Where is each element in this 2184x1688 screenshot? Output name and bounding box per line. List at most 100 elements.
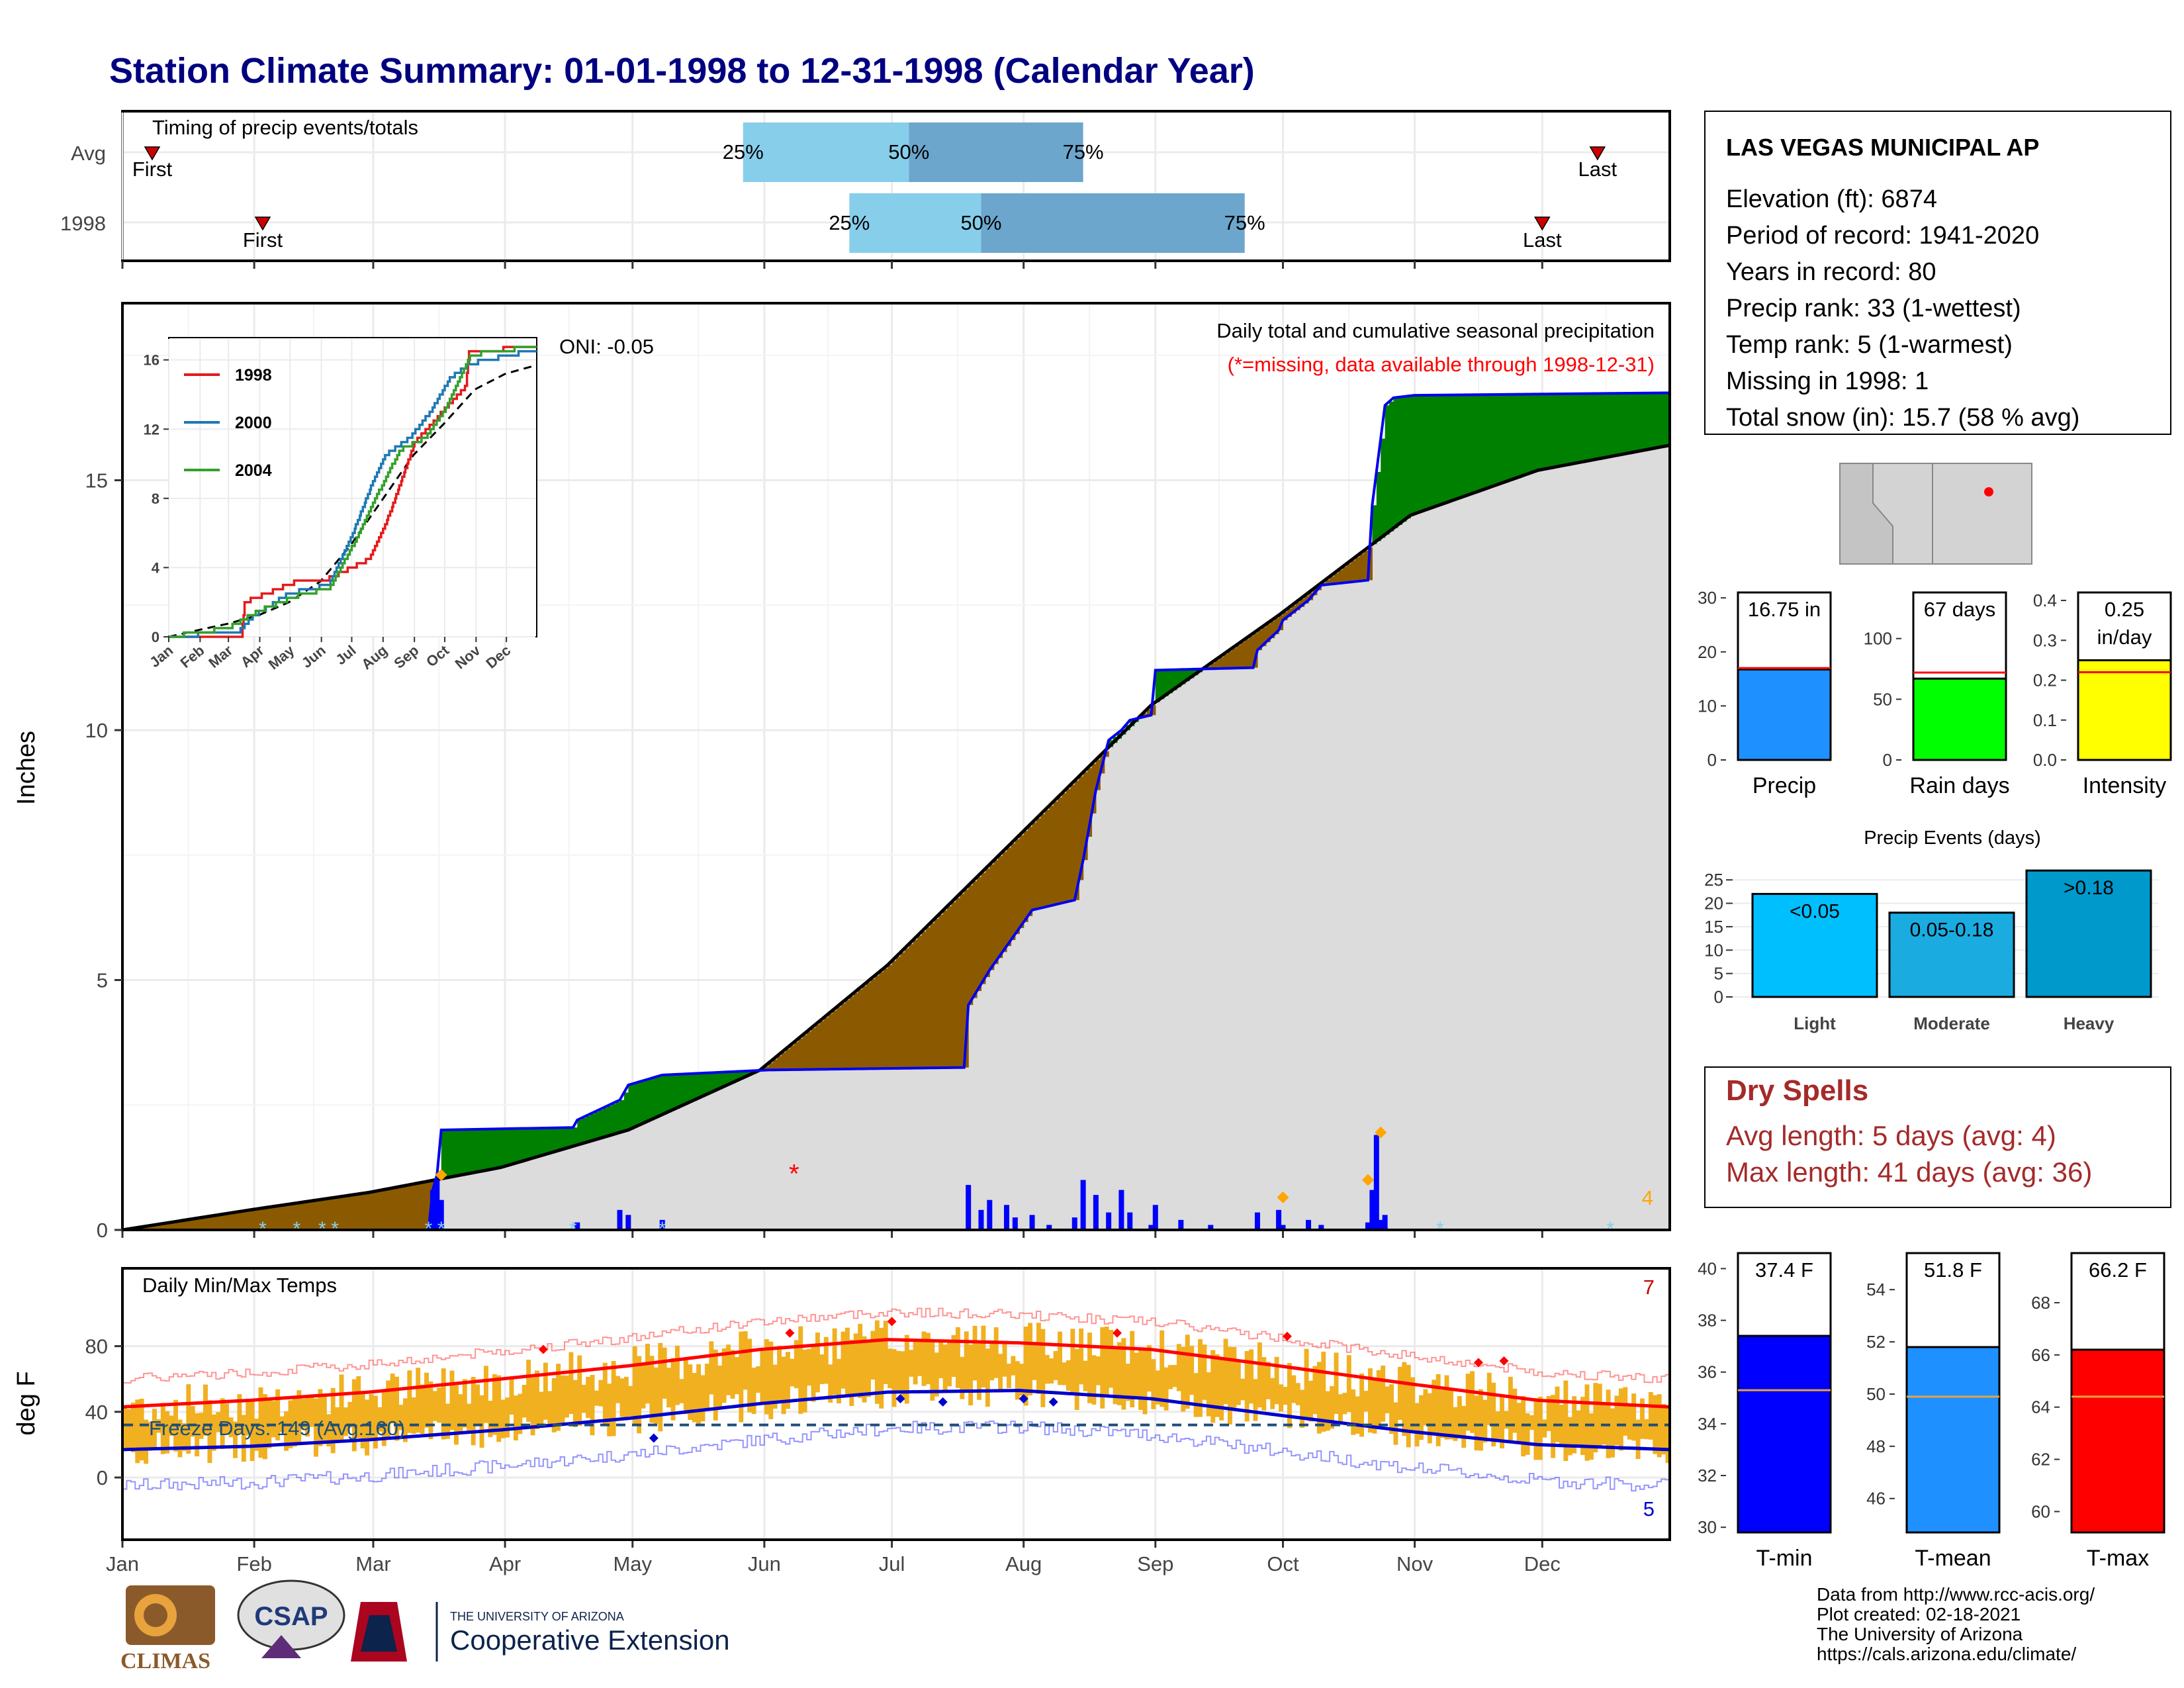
record-high-marker [1282, 1331, 1292, 1341]
summary-bar-tick-label: 46 [1866, 1489, 1886, 1509]
daily-temp-bar [526, 1360, 531, 1423]
temp-label: Daily Min/Max Temps [142, 1274, 337, 1297]
deficit-area [144, 1226, 149, 1230]
daily-temp-bar [768, 1341, 774, 1419]
daily-temp-bar [437, 1387, 442, 1423]
daily-temp-bar [139, 1398, 144, 1461]
daily-temp-bar [951, 1335, 956, 1378]
event-marker [1361, 1174, 1374, 1186]
daily-temp-bar [1134, 1352, 1139, 1397]
oni-label: ONI: -0.05 [559, 335, 654, 358]
deficit-area [985, 868, 990, 977]
daily-temp-bar [730, 1350, 735, 1399]
daily-temp-bar [743, 1331, 748, 1390]
daily-temp-bar [390, 1373, 395, 1424]
snow-day-marker: * [425, 1218, 433, 1240]
daily-temp-bar [1389, 1384, 1394, 1434]
daily-temp-bar [569, 1352, 574, 1415]
daily-temp-bar [1163, 1367, 1169, 1411]
main-ytick-label: 15 [85, 469, 108, 492]
surplus-area [479, 1129, 484, 1172]
month-label: Nov [1396, 1552, 1433, 1575]
surplus-area [1610, 393, 1615, 457]
surplus-area [717, 1072, 723, 1090]
daily-temp-bar [122, 1407, 127, 1448]
locator-map [1839, 463, 2032, 565]
summary-bar-tick-label: 48 [1866, 1436, 1886, 1456]
daily-temp-bar [815, 1333, 820, 1393]
deficit-area [993, 860, 999, 964]
daily-temp-bar [181, 1423, 187, 1451]
daily-temp-bar [1588, 1413, 1594, 1460]
daily-temp-bar [509, 1377, 514, 1415]
timing-label: Timing of precip events/totals [152, 116, 418, 139]
credit-line: https://cals.arizona.edu/climate/ [1817, 1644, 2076, 1664]
deficit-area [1355, 557, 1360, 582]
timing-row-avg: Avg [71, 142, 106, 165]
deficit-area [925, 927, 931, 1068]
deficit-area [972, 881, 978, 998]
temp-extreme-markers [538, 1317, 1509, 1443]
deficit-area [1087, 768, 1093, 837]
surplus-area [492, 1129, 497, 1170]
daily-temp-bar [292, 1396, 297, 1447]
deficit-area [1283, 612, 1288, 620]
snow-day-marker: * [331, 1218, 339, 1240]
deficit-area [832, 1010, 837, 1070]
surplus-area [496, 1129, 502, 1168]
daily-temp-bar [1440, 1389, 1445, 1438]
daily-temp-bar [1657, 1394, 1662, 1458]
deficit-area [1011, 843, 1016, 941]
daily-temp-bar [981, 1325, 986, 1387]
surplus-area [1631, 393, 1637, 453]
daily-precip-bar [617, 1209, 623, 1230]
surplus-area [637, 1082, 642, 1127]
precip-events-panel: Precip Events (days) 0 5 10 15 20 25 <0.05 Light… [1704, 827, 2159, 1033]
surplus-area [666, 1074, 672, 1113]
daily-temp-bar [853, 1333, 858, 1394]
deficit-area [1095, 759, 1101, 790]
daily-temp-bar [284, 1411, 289, 1451]
deficit-area [768, 1062, 774, 1070]
daily-temp-bar [416, 1368, 421, 1433]
daily-temp-bar [1244, 1350, 1250, 1422]
daily-temp-bar [305, 1396, 310, 1437]
event-marker [435, 1168, 447, 1181]
record-high-marker [1473, 1358, 1483, 1368]
daily-temp-bar [351, 1379, 357, 1452]
surplus-area [721, 1072, 727, 1088]
surplus-area [509, 1129, 514, 1165]
daily-temp-bar [1058, 1331, 1062, 1385]
daily-temp-bar [790, 1358, 795, 1387]
deficit-area [296, 1203, 302, 1230]
deficit-area [913, 939, 918, 1068]
summary-bar-value: in/day [2097, 626, 2152, 649]
surplus-area [467, 1129, 472, 1174]
daily-temp-bar [1355, 1396, 1360, 1434]
deficit-area [1232, 648, 1237, 669]
daily-temp-bar [1308, 1380, 1313, 1422]
daily-temp-bar [628, 1385, 633, 1417]
snow-day-marker: * [293, 1218, 301, 1240]
daily-temp-bar [1261, 1357, 1267, 1411]
daily-temp-bar [1168, 1365, 1173, 1389]
daily-temp-bar [135, 1399, 140, 1464]
deficit-area [790, 1045, 795, 1070]
daily-temp-bar [1304, 1348, 1309, 1418]
deficit-area [1253, 633, 1258, 668]
daily-temp-bar [777, 1346, 782, 1402]
record-low-marker [1019, 1393, 1028, 1403]
inset-series-line [169, 350, 537, 638]
daily-temp-bar [551, 1378, 557, 1432]
daily-temp-bar [739, 1331, 744, 1423]
surplus-area [560, 1127, 565, 1150]
daily-precip-bar [1029, 1215, 1035, 1230]
main-ytick-label: 5 [97, 969, 108, 992]
deficit-area [1151, 705, 1156, 716]
summary-bar-label: T-mean [1915, 1546, 1991, 1571]
daily-temp-bar [1567, 1417, 1572, 1456]
daily-precip-bar [1382, 1215, 1388, 1230]
surplus-area [1189, 669, 1195, 679]
daily-temp-bar [1432, 1380, 1437, 1434]
